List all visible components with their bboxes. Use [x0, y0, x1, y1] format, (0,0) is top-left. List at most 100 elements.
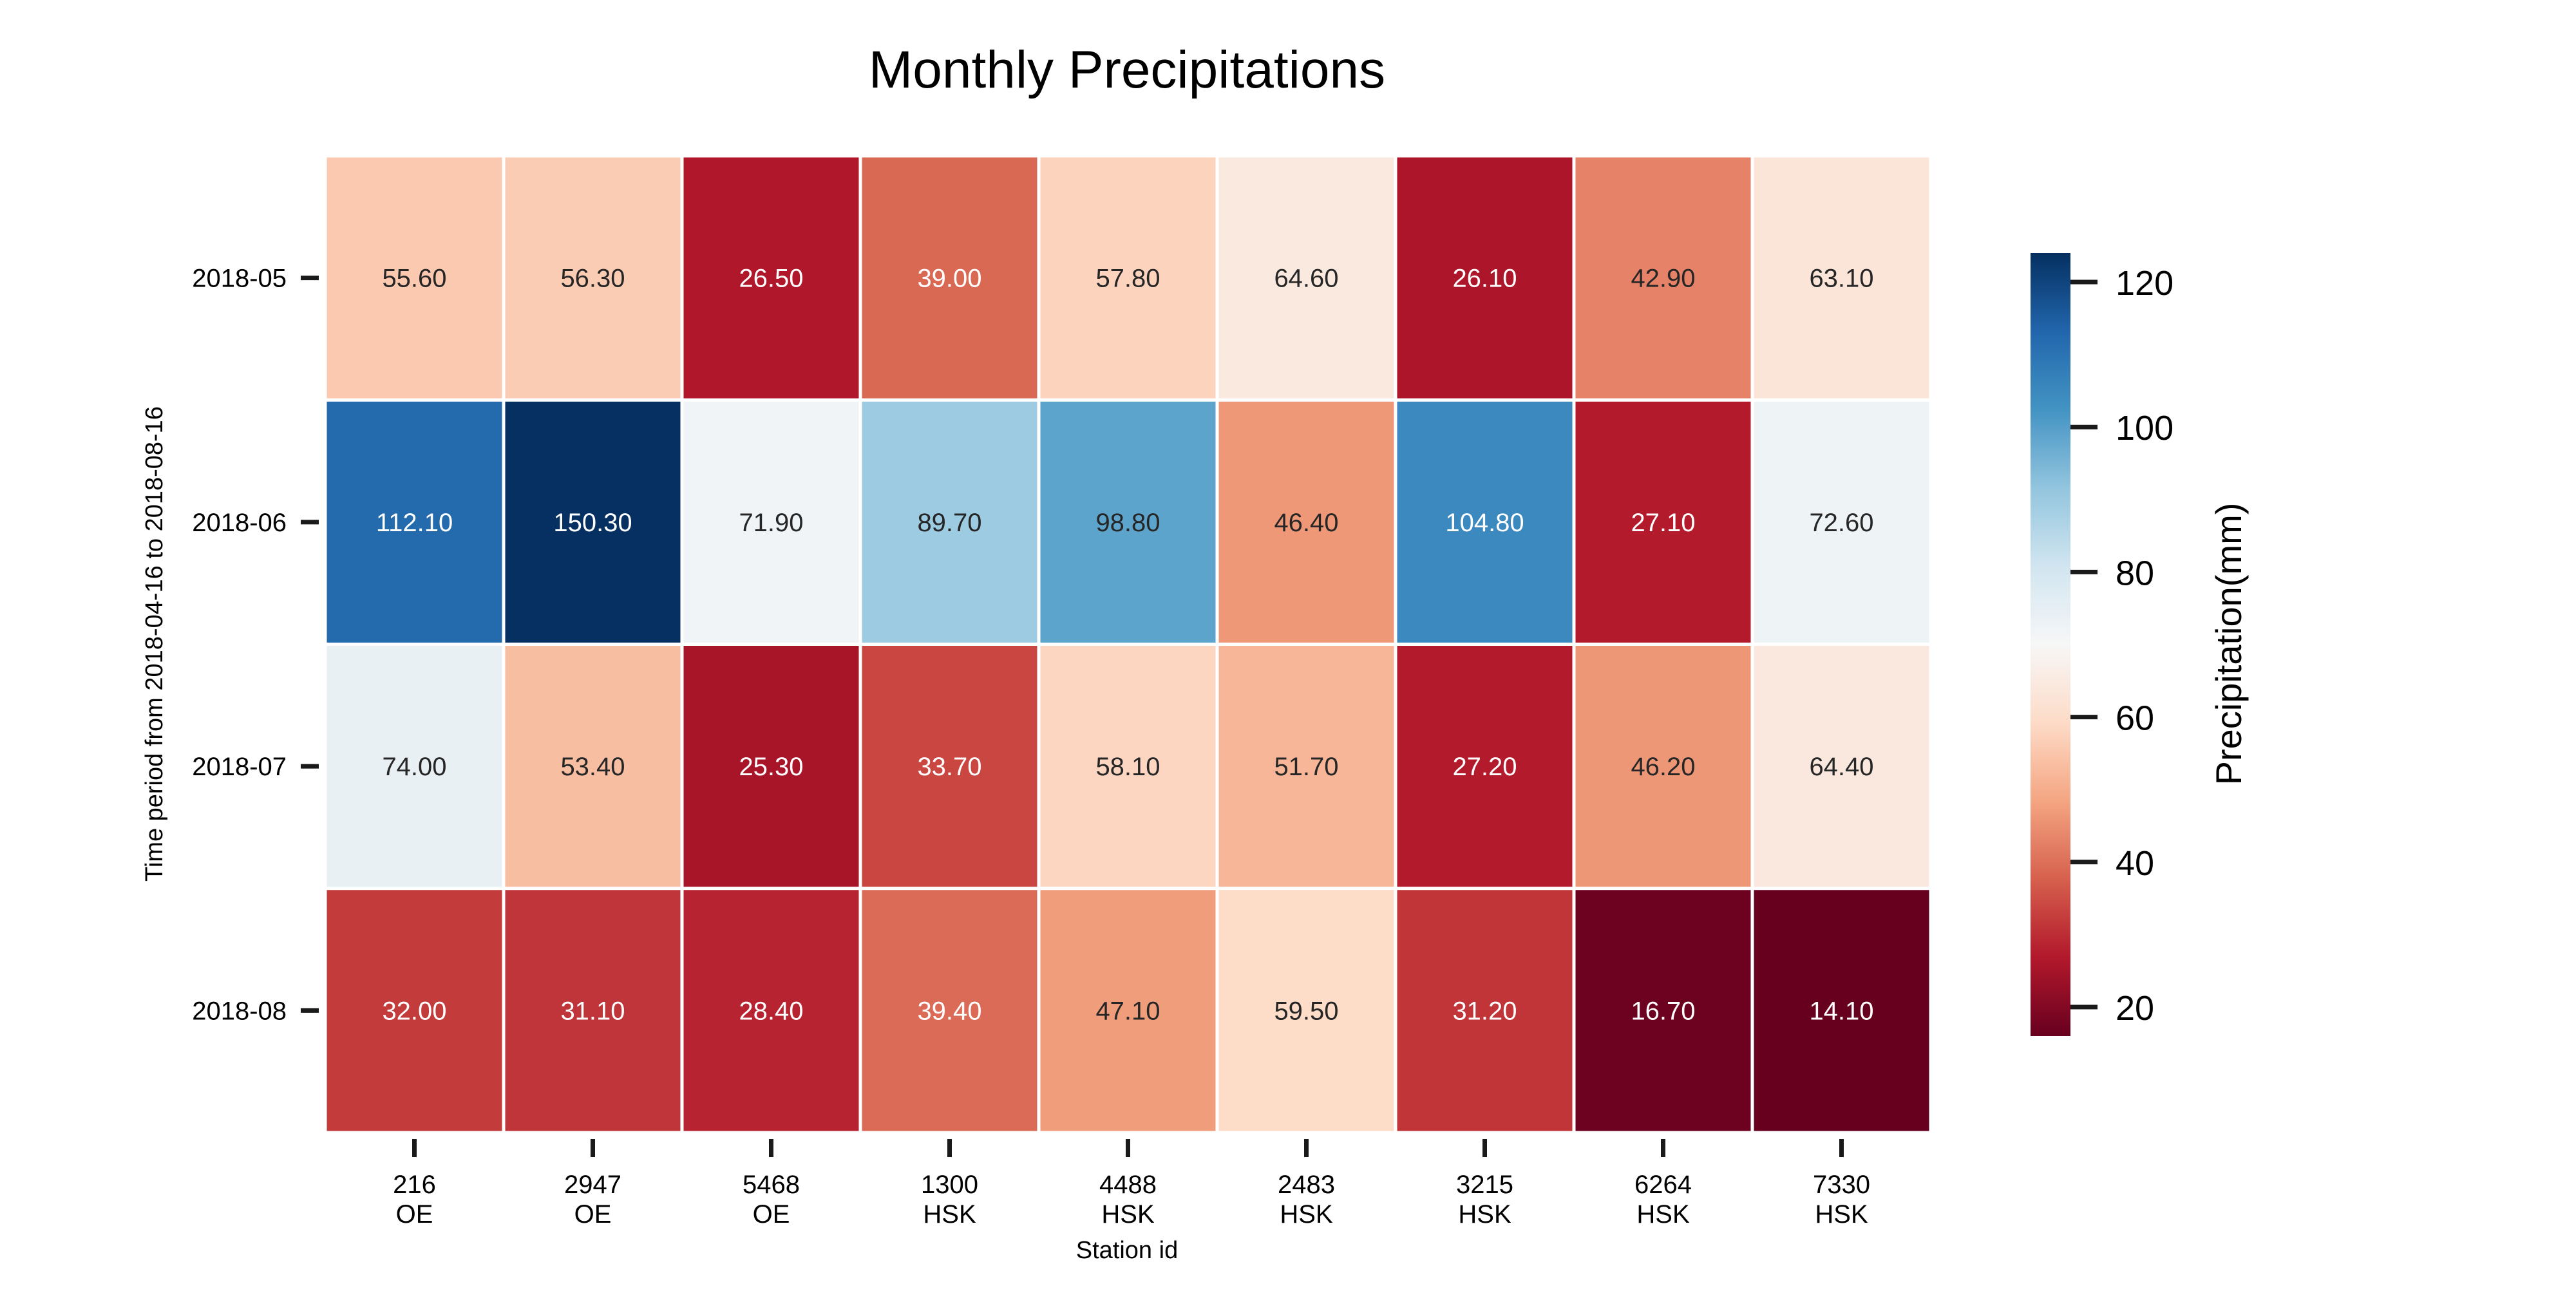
x-tick-label-id: 7330 [1813, 1171, 1870, 1199]
colorbar-label: Precipitation(mm) [2208, 503, 2249, 786]
heatmap-cell-r0-c3 [858, 154, 1041, 402]
cell-value-label: 89.70 [917, 509, 981, 537]
heatmap-cell-r0-c0 [323, 154, 506, 402]
colorbar-tick-label: 100 [2116, 409, 2174, 448]
cell-value-label: 46.40 [1274, 509, 1338, 537]
cell-value-label: 71.90 [739, 509, 803, 537]
x-tick-label-id: 3215 [1456, 1171, 1513, 1199]
colorbar-tick-label: 120 [2116, 264, 2174, 303]
y-axis-label: Time period from 2018-04-16 to 2018-08-1… [141, 406, 168, 881]
cell-value-label: 39.00 [917, 265, 981, 293]
heatmap-cell-r3-c1 [502, 887, 684, 1135]
cell-value-label: 46.20 [1631, 753, 1695, 781]
heatmap-cell-r2-c2 [680, 643, 862, 891]
cell-value-label: 25.30 [739, 753, 803, 781]
heatmap-cell-r2-c0 [323, 643, 506, 891]
cell-value-label: 112.10 [376, 509, 453, 537]
heatmap-cell-r1-c7 [1572, 398, 1754, 646]
cell-value-label: 63.10 [1809, 265, 1873, 293]
cell-value-label: 26.50 [739, 265, 803, 293]
cell-value-label: 150.30 [553, 509, 632, 537]
cell-value-label: 74.00 [382, 753, 446, 781]
cell-value-label: 72.60 [1809, 509, 1873, 537]
cell-value-label: 58.10 [1095, 753, 1160, 781]
heatmap-cell-r0-c1 [502, 154, 684, 402]
cell-value-label: 39.40 [917, 997, 981, 1025]
x-tick-label-group: HSK [1101, 1200, 1155, 1229]
colorbar-gradient [2031, 253, 2070, 1036]
x-tick-label-group: OE [396, 1200, 433, 1229]
x-tick-label-id: 6264 [1634, 1171, 1692, 1199]
colorbar-tick-label: 20 [2116, 989, 2154, 1028]
cell-value-label: 51.70 [1274, 753, 1338, 781]
cell-value-label: 47.10 [1095, 997, 1160, 1025]
cell-value-label: 59.50 [1274, 997, 1338, 1025]
cell-value-label: 27.20 [1452, 753, 1517, 781]
x-tick-label-group: HSK [923, 1200, 976, 1229]
heatmap-cell-r0-c7 [1572, 154, 1754, 402]
heatmap-cell-r3-c7 [1572, 887, 1754, 1135]
cell-value-label: 42.90 [1631, 265, 1695, 293]
heatmap-cell-r0-c2 [680, 154, 862, 402]
colorbar-ticks: 20 40 60 80 100 120 [2070, 264, 2174, 1028]
cell-value-label: 16.70 [1631, 997, 1695, 1025]
x-tick-label-group: HSK [1280, 1200, 1333, 1229]
cell-value-label: 26.10 [1452, 265, 1517, 293]
colorbar: 20 40 60 80 100 120 Precipitation(mm) [2031, 253, 2249, 1036]
heatmap-cell-r2-c3 [858, 643, 1041, 891]
x-tick-label-id: 2483 [1278, 1171, 1335, 1199]
x-tick-label-group: OE [574, 1200, 612, 1229]
x-tick-label-id: 2947 [564, 1171, 621, 1199]
heatmap-cell-r3-c0 [323, 887, 506, 1135]
cell-value-label: 33.70 [917, 753, 981, 781]
heatmap-cell-r1-c6 [1394, 398, 1576, 646]
colorbar-tick-label: 60 [2116, 699, 2154, 738]
x-tick-label-id: 5468 [743, 1171, 800, 1199]
x-tick-label-group: HSK [1636, 1200, 1690, 1229]
y-tick-label: 2018-06 [192, 509, 287, 537]
cell-value-label: 31.20 [1452, 997, 1517, 1025]
heatmap-cell-r2-c1 [502, 643, 684, 891]
heatmap-cell-r1-c2 [680, 398, 862, 646]
heatmap-cell-r0-c5 [1215, 154, 1397, 402]
colorbar-tick-label: 40 [2116, 844, 2154, 883]
y-tick-label: 2018-08 [192, 997, 287, 1025]
cell-value-label: 55.60 [382, 265, 446, 293]
x-tick-label-id: 216 [393, 1171, 436, 1199]
cell-value-label: 64.60 [1274, 265, 1338, 293]
heatmap-cell-labels: 55.60 56.30 26.50 39.00 57.80 64.60 26.10 42.90… [376, 265, 1874, 1026]
heatmap-cell-r1-c0 [323, 398, 506, 646]
heatmap-cell-r3-c8 [1750, 887, 1933, 1135]
cell-value-label: 31.10 [560, 997, 625, 1025]
heatmap-cell-r1-c8 [1750, 398, 1933, 646]
cell-value-label: 27.10 [1631, 509, 1695, 537]
heatmap-cell-r2-c4 [1037, 643, 1219, 891]
cell-value-label: 56.30 [560, 265, 625, 293]
cell-value-label: 14.10 [1809, 997, 1873, 1025]
cell-value-label: 53.40 [560, 753, 625, 781]
heatmap-cell-r3-c6 [1394, 887, 1576, 1135]
heatmap-cell-r2-c6 [1394, 643, 1576, 891]
heatmap-cell-r2-c8 [1750, 643, 1933, 891]
cell-value-label: 98.80 [1095, 509, 1160, 537]
x-tick-label-id: 1300 [921, 1171, 978, 1199]
cell-value-label: 104.80 [1445, 509, 1524, 537]
cell-value-label: 64.40 [1809, 753, 1873, 781]
x-axis-label: Station id [1076, 1237, 1178, 1264]
x-tick-label-group: OE [753, 1200, 790, 1229]
y-axis: 2018-05 2018-06 2018-07 2018-08 [192, 265, 319, 1025]
x-tick-label-group: HSK [1458, 1200, 1511, 1229]
x-tick-label-id: 4488 [1099, 1171, 1157, 1199]
cell-value-label: 57.80 [1095, 265, 1160, 293]
heatmap-cells [323, 154, 1933, 1135]
heatmap-cell-r3-c3 [858, 887, 1041, 1135]
chart-title: Monthly Precipitations [869, 41, 1385, 99]
cell-value-label: 28.40 [739, 997, 803, 1025]
cell-value-label: 32.00 [382, 997, 446, 1025]
heatmap-cell-r1-c4 [1037, 398, 1219, 646]
x-axis: 216OE2947OE5468OE1300HSK4488HSK2483HSK32… [393, 1139, 1870, 1229]
y-tick-label: 2018-07 [192, 753, 287, 781]
colorbar-tick-label: 80 [2116, 554, 2154, 592]
